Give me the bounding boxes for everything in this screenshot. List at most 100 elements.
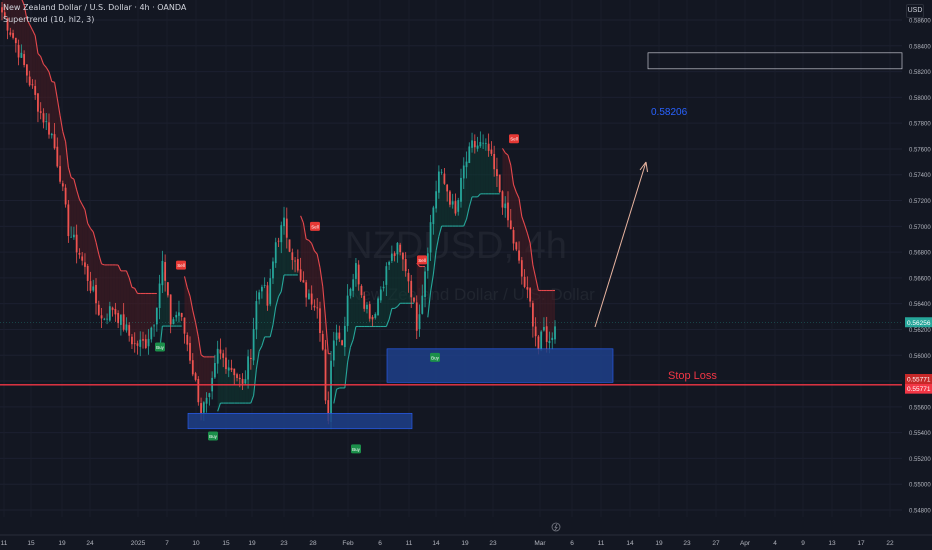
supertrend-fill-segment [394, 248, 398, 309]
signal-badge [155, 342, 165, 352]
projection-arrow[interactable] [594, 161, 647, 328]
time-tick-label: 28 [309, 540, 317, 547]
supertrend-fill-segment [397, 248, 401, 307]
supertrend-fill-segment [231, 368, 235, 404]
price-tick-label: 0.58600 [909, 19, 931, 25]
supertrend-fill-segment [259, 289, 262, 352]
price-axis[interactable]: 0.548000.550000.552000.554000.556000.558… [905, 19, 932, 515]
candle-body [272, 261, 274, 279]
supertrend-segment [477, 193, 481, 198]
supertrend-fill-segment [151, 293, 155, 334]
supertrend-line [21, 0, 555, 412]
candle-body [125, 324, 128, 331]
supertrend-fill-segment [524, 224, 528, 289]
signal-text: Sell [418, 258, 426, 263]
price-tick-label: 0.56400 [909, 302, 931, 308]
candle-body [357, 264, 360, 285]
buy-signal-label: Buy [430, 352, 440, 362]
candle-body [366, 304, 368, 310]
supertrend-fill-segment [261, 285, 265, 346]
supertrend-fill-segment [474, 144, 478, 197]
demand-zone-box[interactable] [386, 348, 614, 383]
candle-body [34, 86, 37, 95]
supertrend-fill-segment [278, 233, 282, 297]
indicator-label[interactable]: Supertrend (10, hl2, 3) [3, 15, 95, 24]
supertrend-segment [101, 263, 105, 266]
candle-body [61, 183, 64, 187]
candle-body [479, 141, 482, 147]
supertrend-segment [65, 141, 69, 168]
supertrend-fill-segment [317, 254, 320, 321]
candle-body [498, 174, 501, 192]
price-tick-label: 0.58000 [909, 96, 931, 102]
buy-signal-label: Buy [351, 444, 361, 454]
candle-body [172, 319, 175, 325]
candle-body [432, 207, 435, 225]
demand-zones[interactable] [187, 348, 614, 430]
supertrend-fill-segment [463, 164, 467, 227]
candle-body [75, 234, 78, 253]
supertrend-segment [51, 81, 55, 83]
lightning-icon[interactable] [551, 522, 561, 532]
currency-badge[interactable]: USD [906, 4, 924, 18]
price-tick-label: 0.55400 [909, 431, 931, 437]
candle-body [507, 202, 509, 221]
sell-signal-label: Sell [176, 260, 186, 270]
candle-body [451, 201, 454, 205]
candle-body [310, 293, 313, 305]
time-tick-label: 23 [489, 540, 497, 547]
demand-zone-box[interactable] [187, 412, 413, 430]
supertrend-segment [269, 324, 274, 338]
candle-body [261, 286, 263, 292]
supertrend-fill-segment [217, 351, 221, 412]
candle-body [70, 236, 73, 238]
signal-labels: Sell Buy Sell Buy Buy Sell Buy Sell [155, 134, 519, 454]
supertrend-fill-segment [485, 143, 489, 194]
candle-body [161, 260, 164, 286]
supertrend-fill-segment [2, 0, 5, 15]
supertrend-fill-segment [134, 288, 138, 345]
price-tick-label: 0.57600 [909, 147, 931, 153]
supertrend-segment [280, 274, 285, 292]
candle-body [258, 292, 261, 300]
projection-arrow-head [639, 161, 648, 173]
candle-body [515, 242, 518, 250]
signal-badge [310, 221, 320, 231]
time-tick-label: 19 [58, 540, 66, 547]
candle-body [471, 140, 473, 148]
candle-body [296, 259, 299, 271]
candle-body [285, 218, 288, 238]
supertrend-segment [67, 167, 72, 178]
candle-body [415, 302, 418, 331]
supertrend-segment [333, 389, 338, 404]
time-tick-label: 11 [1, 540, 8, 547]
supertrend-fill-segment [137, 293, 141, 345]
candle-body [335, 332, 338, 340]
candle-body [111, 307, 114, 310]
candle-body [23, 54, 26, 66]
candle-body [20, 52, 23, 58]
candle-body [72, 234, 75, 238]
supertrend-fill-segment [140, 293, 144, 344]
candle-body [449, 191, 451, 205]
supertrend-segment [92, 231, 97, 243]
supertrend-fill-segment [62, 131, 66, 197]
supertrend-segment [26, 19, 31, 25]
candle-body [3, 12, 6, 18]
time-axis[interactable]: 11 15 19 24 2025 7 10 15 19 23 28 Feb 6 11 14 19 23 Mar 6 1… [0, 534, 932, 547]
supertrend-fill-segment [73, 179, 77, 244]
time-tick-label: 23 [280, 540, 288, 547]
supertrend-fill-segment [71, 177, 74, 237]
supertrend-fill-segment [29, 24, 33, 85]
candle-body [205, 397, 208, 404]
price-levels[interactable] [0, 52, 903, 386]
target-box[interactable] [647, 52, 903, 70]
supertrend-fill-segment [145, 293, 149, 344]
supertrend-fill-segment [466, 154, 470, 220]
supertrend-segment [189, 295, 194, 311]
supertrend-segment [34, 35, 39, 54]
candle-body [332, 340, 335, 361]
candle-body [526, 287, 529, 290]
